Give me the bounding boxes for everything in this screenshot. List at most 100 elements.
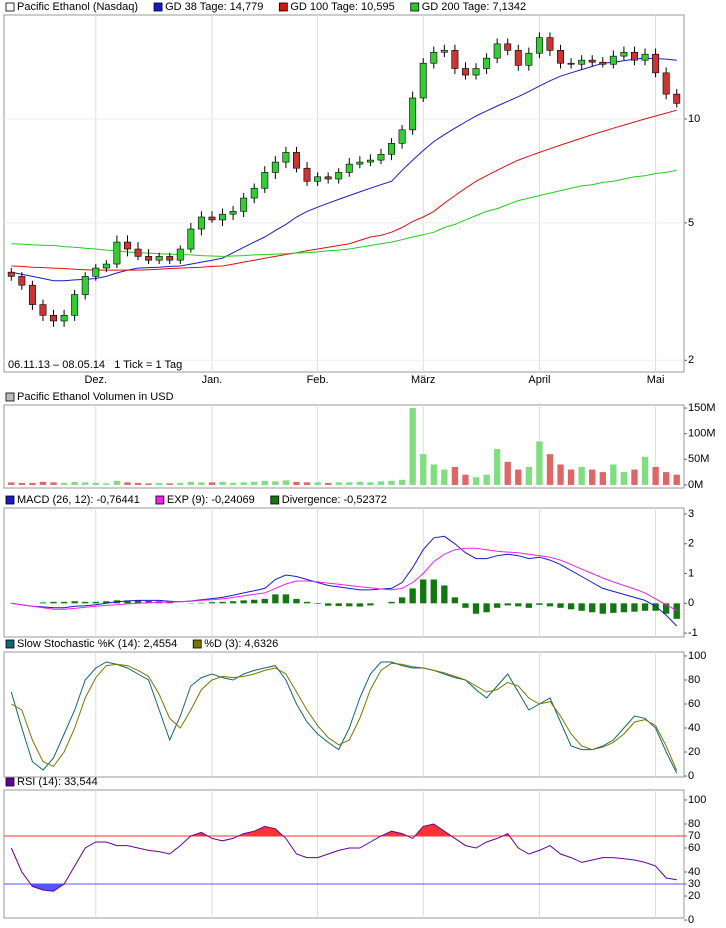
volume-bar [124, 482, 131, 485]
y-tick-label: 0 [688, 914, 694, 926]
candle-body [366, 159, 374, 163]
candle-body [71, 294, 79, 316]
volume-bar [324, 482, 332, 485]
candle-body [187, 228, 195, 250]
y-tick-label: 60 [688, 698, 700, 710]
volume-bar [8, 482, 15, 485]
legend-swatch [5, 495, 15, 505]
rsi-line [10, 823, 677, 892]
divergence-bar [430, 579, 437, 604]
candle-body [166, 256, 174, 261]
divergence-bar [578, 603, 585, 611]
volume-bar [155, 482, 163, 485]
volume-bar [145, 483, 152, 485]
y-tick-label: 2 [688, 354, 694, 366]
divergence-bar [631, 603, 638, 612]
legend-swatch [278, 2, 288, 12]
y-tick-label: 50M [688, 453, 709, 465]
divergence-bar [398, 597, 406, 604]
candle-body [261, 172, 269, 189]
divergence-bar [462, 603, 469, 608]
volume-bar [177, 482, 184, 485]
candle-body [28, 284, 36, 305]
candle-body [335, 172, 343, 180]
y-tick-label: 30 [688, 878, 700, 890]
volume-bar [377, 481, 385, 485]
candle-body [113, 241, 121, 265]
volume-bar [240, 482, 247, 485]
y-tick-label: -1 [688, 627, 698, 639]
divergence-bar [335, 603, 342, 607]
candle-body [145, 256, 153, 261]
legend-swatch [153, 2, 163, 12]
volume-bar [282, 480, 290, 485]
divergence-bar [388, 601, 395, 604]
moving-average-line [11, 109, 677, 271]
volume-bar [113, 480, 121, 485]
legend-swatch [192, 639, 202, 649]
candle-body [483, 57, 491, 69]
divergence-bar [134, 600, 142, 604]
legend-label: EXP (9): -0,24069 [167, 494, 255, 506]
candle-body [609, 55, 617, 65]
volume-bar [39, 481, 47, 485]
candle-body [535, 37, 543, 54]
candle-body [240, 197, 248, 212]
candle-body [451, 50, 459, 69]
volume-bar [398, 479, 406, 485]
y-tick-label: 70 [688, 830, 700, 842]
divergence-bar [50, 601, 57, 604]
divergence-bar [441, 585, 448, 604]
volume-bar [50, 482, 57, 485]
volume-bar [367, 482, 374, 485]
volume-bar [472, 477, 480, 485]
candle-body [388, 143, 395, 155]
divergence-bar [641, 603, 649, 611]
oscillator-line [11, 662, 678, 771]
volume-bar [303, 482, 311, 485]
divergence-bar [599, 603, 606, 614]
y-tick-label: 100M [688, 428, 716, 440]
y-tick-label: 0 [688, 770, 694, 782]
volume-bar [536, 441, 543, 485]
candle-body [440, 50, 448, 53]
divergence-bar [451, 597, 459, 604]
volume-bar [198, 482, 205, 485]
volume-bar [451, 466, 459, 485]
divergence-bar [145, 600, 152, 604]
volume-bar [652, 466, 659, 485]
candle-body [250, 187, 258, 199]
candle-body [662, 72, 670, 95]
legend-swatch [5, 777, 15, 787]
volume-bar [251, 481, 258, 485]
candle-body [60, 315, 68, 322]
legend-swatch [410, 2, 420, 12]
volume-bar [388, 480, 395, 485]
volume-bar [420, 454, 427, 485]
legend-label: Slow Stochastic %K (14): 2,4554 [17, 638, 177, 650]
volume-bar [314, 482, 321, 485]
volume-bar [92, 482, 99, 485]
volume-bar [567, 469, 575, 485]
divergence-bar [103, 601, 110, 604]
legend-label: Pacific Ethanol (Nasdaq) [17, 1, 138, 13]
candle-body [430, 51, 438, 64]
candle-body [620, 51, 628, 57]
volume-bar [462, 474, 469, 485]
legend-label: Pacific Ethanol Volumen in USD [17, 391, 174, 403]
candle-body [271, 161, 279, 173]
candle-body [176, 248, 184, 261]
divergence-bar [536, 603, 543, 605]
candle-body [282, 152, 290, 163]
divergence-bar [356, 603, 364, 607]
volume-bar [219, 481, 226, 485]
divergence-bar [124, 600, 131, 604]
y-tick-label: 40 [688, 722, 700, 734]
candle-body [461, 68, 469, 76]
divergence-bar [251, 599, 258, 604]
candle-body [514, 50, 522, 66]
volume-bar [589, 469, 596, 485]
candle-body [155, 256, 163, 261]
divergence-bar [219, 601, 226, 604]
